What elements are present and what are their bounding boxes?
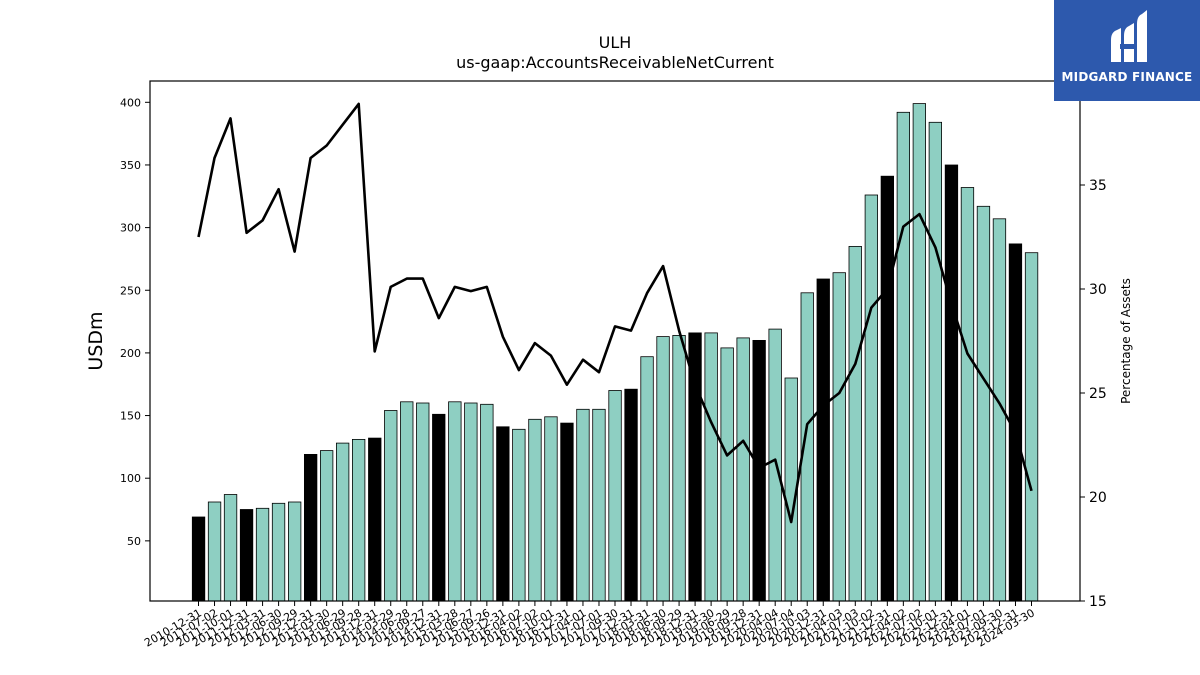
bar-2018-06-30	[656, 336, 670, 602]
bar-2012-12-31	[303, 453, 318, 602]
y-axis-label: USDm	[85, 311, 107, 370]
y-tick-label: 400	[120, 96, 141, 109]
bar-2022-04-02	[896, 111, 910, 602]
bar-2019-03-30	[704, 332, 718, 602]
bar-2013-03-30	[319, 450, 334, 602]
bar-2022-10-01	[928, 121, 942, 602]
bar-2012-09-29	[287, 501, 302, 602]
y-tick-label: 300	[120, 222, 141, 235]
brand-name: MIDGARD FINANCE	[1061, 70, 1193, 84]
y-axis-left: 50 100 150 200 250 300 350 400	[120, 96, 150, 548]
bar-2016-04-02	[512, 428, 526, 602]
y-tick-label: 250	[120, 284, 141, 297]
bar-2011-12-31	[239, 509, 254, 602]
bar-2023-07-01	[976, 205, 991, 602]
bar-2019-06-29	[720, 347, 734, 602]
y-tick-label: 350	[120, 159, 141, 172]
bar-2016-12-31	[560, 422, 574, 602]
y2-axis-label: Percentage of Assets	[1119, 278, 1133, 404]
bar-2010-12-31	[191, 516, 206, 602]
y-tick-label: 100	[120, 472, 141, 485]
bar-2012-06-30	[271, 502, 286, 602]
y2-tick-label: 20	[1089, 490, 1107, 506]
x-axis: 2010-12-312011-07-022011-10-012011-12-31…	[142, 601, 1037, 650]
bar-2017-12-31	[624, 388, 638, 602]
bar-2020-04-04	[768, 328, 782, 602]
bar-2012-03-31	[255, 507, 270, 602]
y-tick-label: 50	[127, 535, 141, 548]
bar-2014-03-29	[384, 410, 398, 602]
bar-2019-12-31	[752, 339, 766, 602]
brand-logo: MIDGARD FINANCE	[1054, 0, 1200, 101]
bar-2021-12-31	[880, 175, 894, 602]
bar-2018-03-31	[640, 356, 654, 602]
bar-2013-12-31	[368, 437, 382, 602]
bar-2015-09-26	[480, 403, 494, 602]
bar-2017-09-30	[608, 390, 622, 602]
y2-tick-label: 35	[1089, 178, 1107, 194]
bar-2017-07-01	[592, 408, 606, 602]
bar-2014-12-31	[432, 413, 446, 602]
y2-tick-label: 30	[1089, 282, 1107, 298]
y2-tick-label: 15	[1089, 594, 1107, 610]
midgard-m-logo-icon	[1111, 10, 1147, 62]
bar-2022-07-02	[912, 103, 926, 602]
bar-2020-12-31	[816, 278, 830, 602]
bar-2021-10-02	[864, 194, 878, 602]
bar-2017-04-01	[576, 408, 590, 602]
bar-2015-06-27	[464, 402, 478, 602]
bar-2021-04-03	[832, 272, 846, 602]
bar-2013-09-28	[351, 438, 366, 602]
bar-2016-07-02	[528, 418, 542, 602]
y-axis-right: 15 20 25 30 35	[1080, 178, 1107, 610]
y-tick-label: 150	[120, 410, 141, 423]
bar-2014-09-27	[416, 402, 430, 602]
y-tick-label: 200	[120, 347, 141, 360]
bar-2011-07-02	[207, 501, 222, 602]
y2-tick-label: 25	[1089, 386, 1107, 402]
bar-2019-09-28	[736, 337, 750, 602]
bar-2024-03-30	[1024, 252, 1039, 602]
bar-2015-12-31	[496, 426, 510, 602]
bar-2014-06-28	[400, 401, 414, 602]
bar-2021-07-03	[848, 245, 862, 602]
chart-title: ULH	[599, 33, 632, 52]
bar-2011-10-01	[223, 494, 238, 602]
bar-2015-03-28	[448, 401, 462, 602]
bar-2018-09-29	[672, 334, 686, 602]
line-group	[197, 102, 1033, 524]
bar-2023-04-01	[960, 187, 975, 602]
bar-2013-06-29	[335, 442, 350, 602]
bar-2016-10-01	[544, 416, 558, 602]
chart-subtitle: us-gaap:AccountsReceivableNetCurrent	[456, 53, 774, 72]
bar-2022-12-31	[944, 164, 959, 602]
bars-group	[191, 103, 1039, 602]
